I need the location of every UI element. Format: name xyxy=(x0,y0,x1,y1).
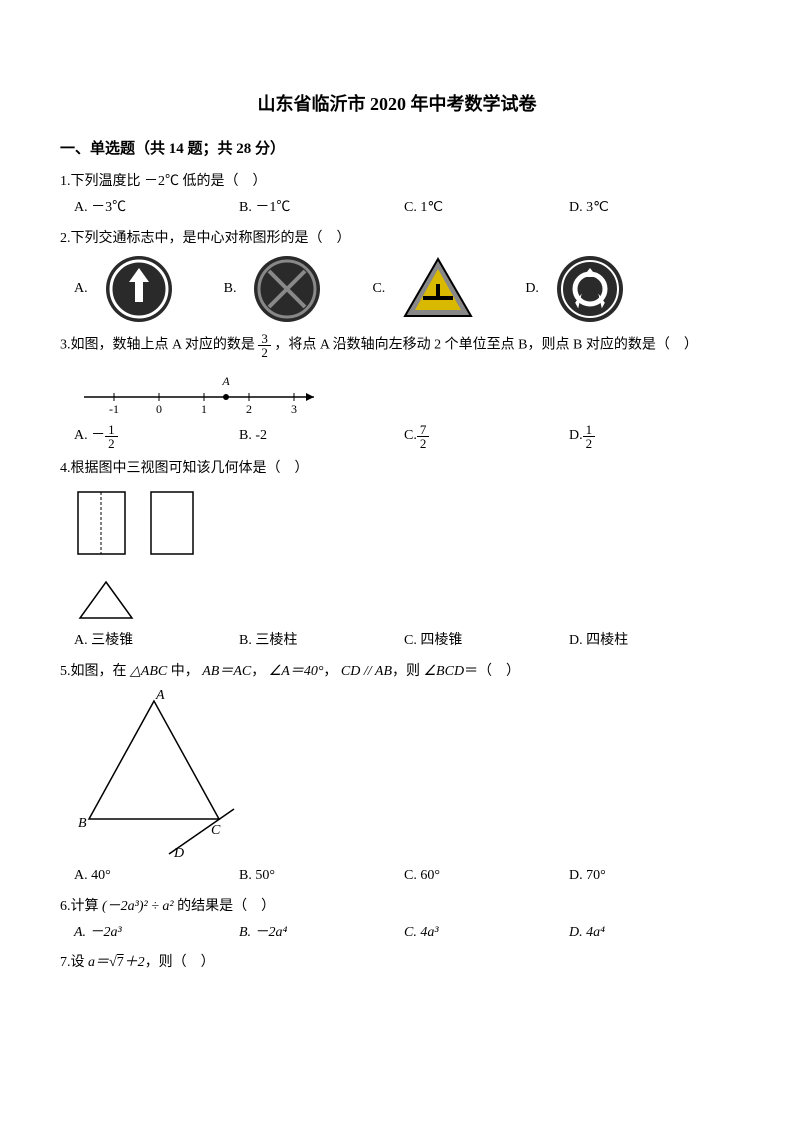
svg-text:-1: -1 xyxy=(109,402,119,416)
svg-text:B: B xyxy=(78,816,87,831)
traffic-sign-b-icon xyxy=(252,254,322,324)
q5-opt-a: A. 40° xyxy=(74,865,239,887)
question-3: 3.如图，数轴上点 A 对应的数是 32 ，将点 A 沿数轴向左移动 2 个单位… xyxy=(60,332,734,450)
side-view-icon xyxy=(147,488,197,558)
q3-text: 3.如图，数轴上点 A 对应的数是 32 ，将点 A 沿数轴向左移动 2 个单位… xyxy=(60,332,734,359)
q1-opt-a: A. －3℃ xyxy=(74,197,239,219)
q6-opt-a: A. －2a³ xyxy=(74,922,239,944)
q5-opt-c: C. 60° xyxy=(404,865,569,887)
question-7: 7.设 a＝√7＋2，则（ ） xyxy=(60,952,734,974)
q3-options: A. －12 B. -2 C. 72 D. 12 xyxy=(74,423,734,450)
q4-text: 4.根据图中三视图可知该几何体是（ ） xyxy=(60,458,734,480)
svg-text:0: 0 xyxy=(156,402,162,416)
q4-opt-a: A. 三棱锥 xyxy=(74,630,239,652)
q6-opt-c: C. 4a³ xyxy=(404,922,569,944)
q2-label-a: A. xyxy=(74,278,88,300)
svg-text:2: 2 xyxy=(246,402,252,416)
q3-opt-d: D. 12 xyxy=(569,423,734,450)
svg-text:D: D xyxy=(173,846,184,859)
q5-text: 5.如图，在 △ABC 中， AB＝AC， ∠A＝40°， CD // AB，则… xyxy=(60,661,734,683)
q6-opt-b: B. －2a⁴ xyxy=(239,922,404,944)
q2-options: A. B. C. D. xyxy=(74,254,734,324)
question-5: 5.如图，在 △ABC 中， AB＝AC， ∠A＝40°， CD // AB，则… xyxy=(60,661,734,888)
section-header: 一、单选题（共 14 题；共 28 分） xyxy=(60,137,734,161)
q1-opt-c: C. 1℃ xyxy=(404,197,569,219)
q4-opt-b: B. 三棱柱 xyxy=(239,630,404,652)
q6-options: A. －2a³ B. －2a⁴ C. 4a³ D. 4a⁴ xyxy=(74,922,734,944)
svg-text:A: A xyxy=(155,689,165,703)
q1-opt-d: D. 3℃ xyxy=(569,197,734,219)
q2-label-d: D. xyxy=(525,278,539,300)
question-2: 2.下列交通标志中，是中心对称图形的是（ ） A. B. C. D. xyxy=(60,228,734,324)
q3-opt-a: A. －12 xyxy=(74,423,239,450)
page-title: 山东省临沂市 2020 年中考数学试卷 xyxy=(60,90,734,119)
top-view-icon xyxy=(74,576,139,624)
front-view-icon xyxy=(74,488,129,558)
q4-opt-c: C. 四棱锥 xyxy=(404,630,569,652)
q7-text: 7.设 a＝√7＋2，则（ ） xyxy=(60,952,734,974)
q2-label-b: B. xyxy=(224,278,237,300)
traffic-sign-a-icon xyxy=(104,254,174,324)
q2-label-c: C. xyxy=(372,278,385,300)
q4-views xyxy=(74,488,734,624)
q5-opt-b: B. 50° xyxy=(239,865,404,887)
q1-opt-b: B. －1℃ xyxy=(239,197,404,219)
q3-opt-b: B. -2 xyxy=(239,423,404,450)
traffic-sign-d-icon xyxy=(555,254,625,324)
q1-options: A. －3℃ B. －1℃ C. 1℃ D. 3℃ xyxy=(74,197,734,219)
svg-text:1: 1 xyxy=(201,402,207,416)
q6-text: 6.计算 (－2a³)² ÷ a² 的结果是（ ） xyxy=(60,896,734,918)
svg-text:C: C xyxy=(211,823,221,838)
q3-text-pre: 3.如图，数轴上点 A 对应的数是 xyxy=(60,338,258,353)
svg-text:3: 3 xyxy=(291,402,297,416)
question-1: 1.下列温度比 －2℃ 低的是（ ） A. －3℃ B. －1℃ C. 1℃ D… xyxy=(60,171,734,220)
svg-text:A: A xyxy=(221,374,230,388)
q2-text: 2.下列交通标志中，是中心对称图形的是（ ） xyxy=(60,228,734,250)
q5-figure: A B C D xyxy=(74,689,734,859)
q3-numberline: -1 0 1 2 3 A xyxy=(74,367,734,417)
q3-frac: 32 xyxy=(258,332,271,359)
q3-text-post: ，将点 A 沿数轴向左移动 2 个单位至点 B，则点 B 对应的数是（ ） xyxy=(274,338,698,353)
traffic-sign-c-icon xyxy=(401,254,475,324)
question-4: 4.根据图中三视图可知该几何体是（ ） A. 三棱锥 B. 三棱柱 C. 四棱锥… xyxy=(60,458,734,653)
q3-opt-c: C. 72 xyxy=(404,423,569,450)
q4-opt-d: D. 四棱柱 xyxy=(569,630,734,652)
q5-options: A. 40° B. 50° C. 60° D. 70° xyxy=(74,865,734,887)
q6-opt-d: D. 4a⁴ xyxy=(569,922,734,944)
question-6: 6.计算 (－2a³)² ÷ a² 的结果是（ ） A. －2a³ B. －2a… xyxy=(60,896,734,945)
q5-opt-d: D. 70° xyxy=(569,865,734,887)
q1-text: 1.下列温度比 －2℃ 低的是（ ） xyxy=(60,171,734,193)
q4-options: A. 三棱锥 B. 三棱柱 C. 四棱锥 D. 四棱柱 xyxy=(74,630,734,652)
